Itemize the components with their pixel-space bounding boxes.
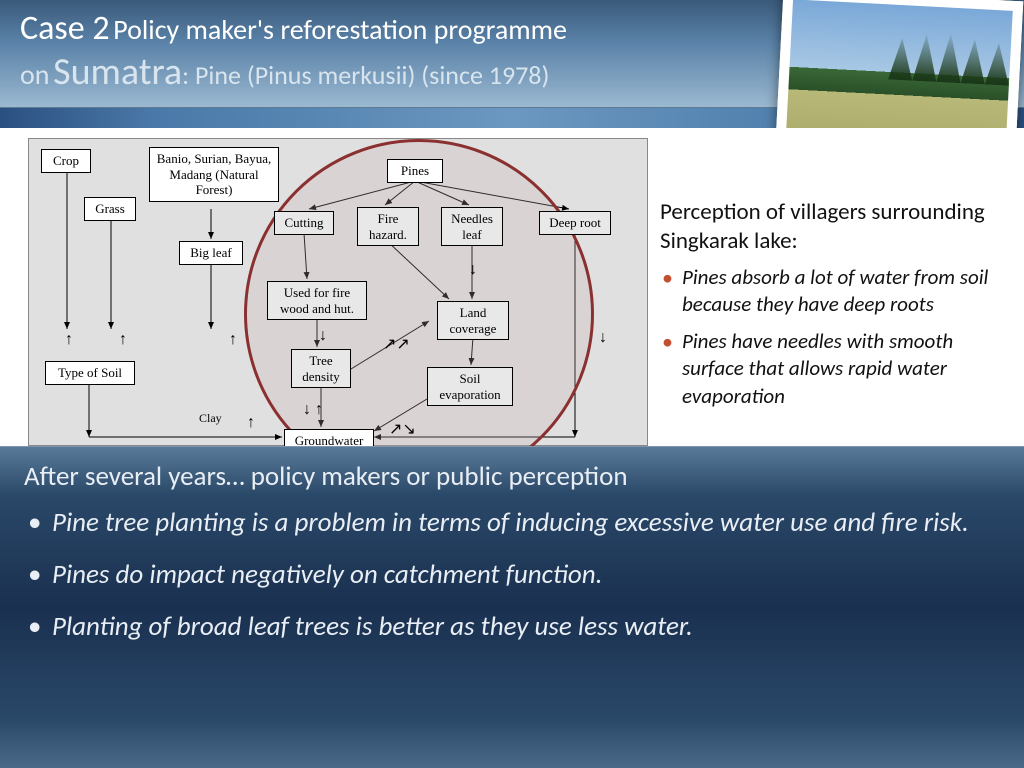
diagram-label: ↑ [247,414,255,432]
diagram-node-grass: Grass [84,197,136,221]
diagram-node-fire: Fire hazard. [357,207,419,246]
diagram-node-soilevap: Soil evaporation [427,367,513,406]
diagram-node-crop: Crop [41,149,91,173]
title-on: on [20,57,49,92]
diagram-node-typesoil: Type of Soil [45,361,135,385]
diagram-node-usedfor: Used for fire wood and hut. [267,281,367,320]
title-case: Case 2 [20,8,110,49]
title-sumatra: Sumatra [53,49,182,95]
title-rest: : Pine (Pinus merkusii) (since 1978) [182,59,549,91]
diagram-label: ↑ [229,331,237,349]
list-item: Pines do impact negatively on catchment … [52,556,1000,594]
list-item: Planting of broad leaf trees is better a… [52,608,1000,646]
diagram-node-cutting: Cutting [274,211,334,235]
bottom-lead: After several years… policy makers or pu… [24,459,1000,494]
diagram-node-bigleaf: Big leaf [179,241,243,265]
diagram-label: ↑ [65,331,73,349]
list-item: Pine tree planting is a problem in terms… [52,504,1000,542]
flow-diagram: Crop Banio, Surian, Bayua, Madang (Natura… [28,138,648,446]
diagram-node-needles: Needles leaf [441,207,503,246]
diagram-node-nf: Banio, Surian, Bayua, Madang (Natural Fo… [149,147,279,202]
diagram-label: ↑ [119,331,127,349]
diagram-node-landcov: Land coverage [437,301,509,340]
list-item: Pines absorb a lot of water from soil be… [682,264,1014,319]
bottom-list: Pine tree planting is a problem in terms… [24,504,1000,645]
diagram-label: ↗↘ [389,419,416,439]
diagram-label: Clay [199,411,222,426]
diagram-node-pines: Pines [387,159,443,183]
diagram-label: ↗↗ [383,334,410,354]
diagram-label: ↓ [469,261,477,279]
diagram-label: ↓ [599,329,607,347]
perception-title: Perception of villagers surrounding Sing… [660,198,1014,256]
list-item: Pines have needles with smooth surface t… [682,328,1014,410]
diagram-node-deeproot: Deep root [539,211,611,235]
perception-list: Pines absorb a lot of water from soil be… [660,264,1014,410]
diagram-label: ↓ ↑ [303,401,323,419]
mid-section: Crop Banio, Surian, Bayua, Madang (Natura… [0,128,1024,446]
perception-block: Perception of villagers surrounding Sing… [660,198,1014,420]
diagram-node-treeden: Tree density [291,349,351,388]
bottom-band: After several years… policy makers or pu… [0,446,1024,768]
title-policy: Policy maker's reforestation programme [113,12,567,47]
diagram-label: ↓ [319,327,327,345]
